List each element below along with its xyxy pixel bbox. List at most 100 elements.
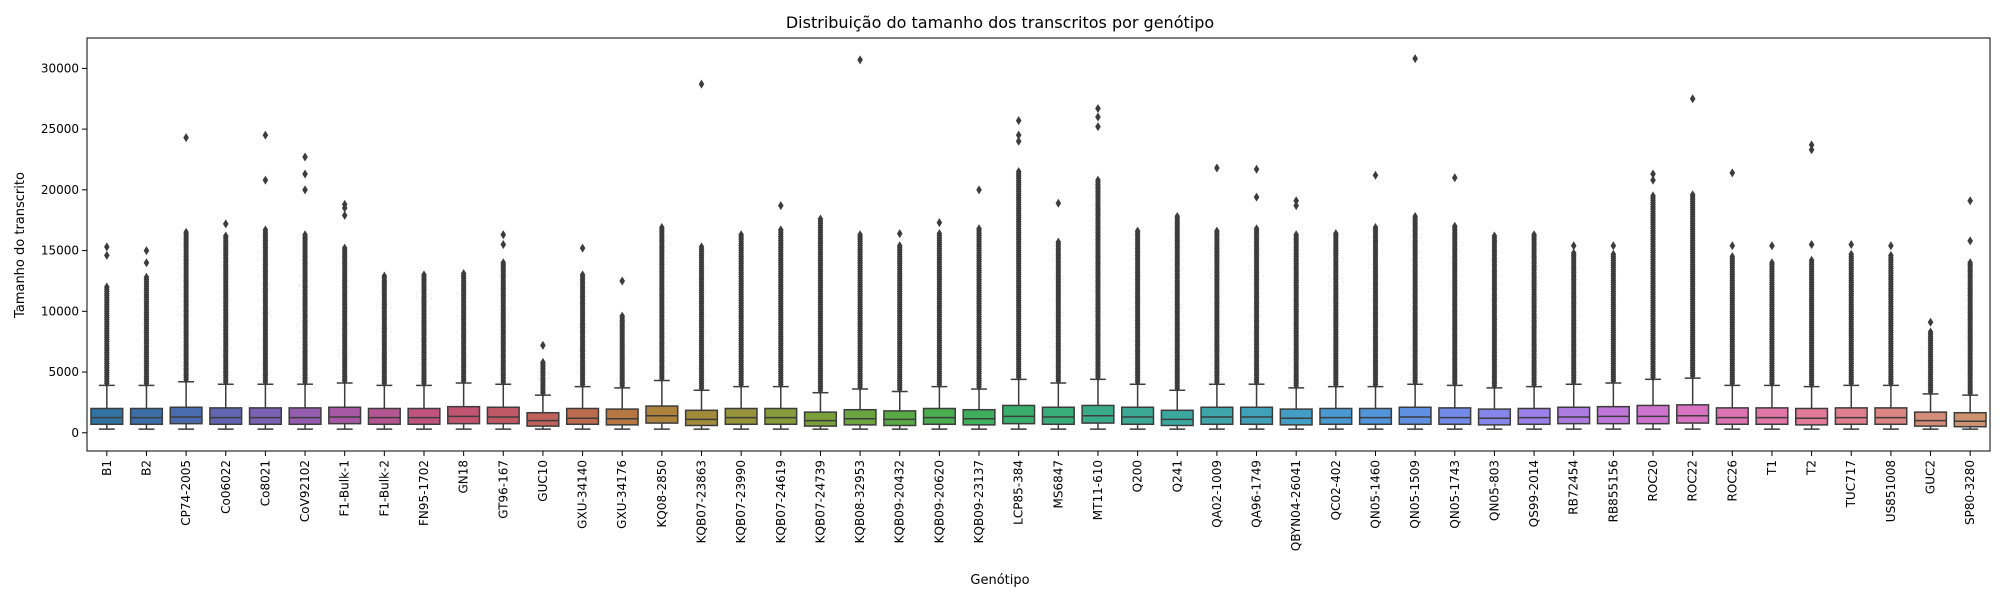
outlier-point: [1848, 249, 1855, 259]
outlier-point: [302, 169, 308, 179]
outlier-point: [500, 258, 507, 268]
outlier-point: [1214, 163, 1220, 173]
outlier-point: [778, 225, 784, 235]
outlier-point: [1372, 222, 1379, 232]
outlier-point: [421, 270, 427, 280]
outlier-point: [698, 242, 705, 252]
outlier-point: [1095, 122, 1101, 132]
outlier-point: [1095, 112, 1101, 122]
box-group: [645, 222, 679, 430]
box-group: [764, 201, 798, 430]
outlier-point: [341, 243, 348, 253]
x-tick-label: KQ08-2850: [655, 460, 669, 527]
box-group: [1438, 173, 1472, 430]
box-body: [605, 408, 639, 426]
outlier-point: [1253, 224, 1260, 234]
x-tick-label: KQB09-20432: [893, 460, 907, 543]
outlier-point: [1253, 164, 1260, 174]
x-tick-label: GUC2: [1924, 460, 1938, 494]
box-body: [1834, 407, 1868, 426]
x-tick-label: KQB08-32953: [853, 460, 867, 543]
outlier-point: [1888, 250, 1894, 260]
outlier-point: [1015, 130, 1022, 140]
box-group: [962, 185, 996, 430]
box-group: [447, 269, 481, 430]
box-body: [962, 408, 996, 426]
box-group: [1596, 241, 1630, 430]
x-tick-label: GUC10: [536, 460, 550, 502]
x-tick-label: F1-Bulk-2: [377, 460, 391, 517]
box-group: [1715, 168, 1749, 430]
outlier-point: [1967, 236, 1973, 246]
outlier-point: [1491, 231, 1498, 241]
box-group: [684, 79, 719, 430]
y-tick-label: 25000: [41, 122, 79, 136]
outlier-point: [896, 229, 903, 239]
box-body: [684, 409, 719, 427]
x-tick-label: Co06022: [219, 460, 233, 514]
outlier-point: [1927, 327, 1934, 337]
box-body: [843, 408, 877, 426]
box-group: [407, 270, 441, 430]
x-tick-label: SP80-3280: [1963, 460, 1977, 525]
x-tick-label: T1: [1765, 460, 1779, 476]
box-group: [1398, 54, 1432, 430]
box-body: [288, 407, 322, 426]
plot-area: B1 B2 CP74-2005 Co06022 Co8021 CoV92102 F1-Bul…: [41, 37, 1991, 551]
x-tick-label: TUC717: [1844, 460, 1858, 508]
box-group: [1636, 169, 1670, 430]
outlier-point: [1293, 230, 1299, 240]
x-tick-label: LCP85-384: [1012, 460, 1026, 525]
box-group: [1913, 317, 1948, 430]
outlier-point: [143, 272, 150, 282]
box-body: [724, 407, 758, 426]
outlier-point: [183, 227, 189, 237]
box-body: [883, 410, 917, 427]
plot-frame: [86, 37, 1991, 452]
x-tick-label: ROC22: [1686, 460, 1700, 501]
outlier-point: [460, 269, 467, 279]
outlier-point: [341, 199, 348, 209]
outlier-point: [1531, 230, 1537, 240]
box-body: [1239, 406, 1274, 426]
x-tick-label: KQB07-23863: [695, 460, 709, 543]
box-body: [129, 407, 164, 426]
box-group: [248, 130, 283, 430]
box-body: [1715, 407, 1749, 426]
outlier-point: [1055, 198, 1062, 208]
x-tick-label: KQB07-24619: [774, 460, 788, 543]
box-group: [724, 230, 758, 430]
box-group: [1121, 226, 1155, 430]
box-group: [1200, 163, 1234, 430]
outlier-point: [857, 230, 863, 240]
x-tick-label: Co8021: [258, 460, 272, 506]
box-body: [803, 411, 838, 427]
chart-title: Distribuição do tamanho dos transcritos …: [786, 13, 1214, 32]
x-tick-label: QN05-1460: [1368, 460, 1382, 529]
x-tick-label: F1-Bulk-1: [338, 460, 352, 517]
box-body: [1121, 406, 1155, 426]
x-tick-label: KQB09-20620: [932, 460, 946, 543]
outlier-point: [1927, 317, 1934, 327]
box-body: [922, 407, 956, 426]
x-tick-label: RB72454: [1567, 460, 1581, 515]
box-body: [1160, 409, 1194, 427]
x-axis-label: Genótipo: [970, 573, 1029, 588]
outlier-point: [1570, 241, 1577, 251]
outlier-point: [1729, 168, 1736, 178]
outlier-point: [1134, 226, 1141, 236]
box-group: [605, 276, 639, 430]
y-tick-label: 10000: [41, 304, 79, 318]
x-tick-label: GXU-34140: [576, 460, 590, 529]
x-tick-label: B2: [139, 460, 153, 476]
outlier-point: [1412, 54, 1418, 64]
box-body: [1279, 408, 1313, 426]
box-group: [1953, 196, 1987, 430]
outlier-point: [104, 250, 110, 260]
outlier-point: [1967, 258, 1973, 268]
box-body: [407, 407, 441, 426]
box-body: [90, 407, 124, 426]
box-body: [486, 406, 520, 425]
outlier-point: [540, 357, 546, 367]
x-tick-label: Q241: [1170, 460, 1184, 492]
